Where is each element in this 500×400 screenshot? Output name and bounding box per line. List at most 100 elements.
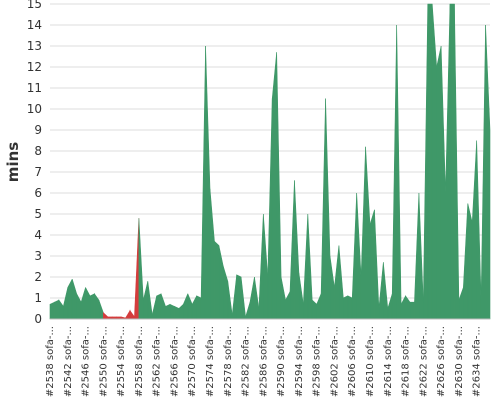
data-point[interactable] bbox=[328, 254, 332, 258]
data-point[interactable] bbox=[279, 275, 283, 279]
data-point[interactable] bbox=[355, 191, 359, 195]
data-point[interactable] bbox=[319, 292, 323, 296]
data-point[interactable] bbox=[226, 279, 230, 283]
data-point[interactable] bbox=[199, 296, 203, 300]
data-point[interactable] bbox=[235, 273, 239, 277]
data-point[interactable] bbox=[301, 302, 305, 306]
data-point[interactable] bbox=[399, 302, 403, 306]
data-point[interactable] bbox=[297, 271, 301, 275]
data-point[interactable] bbox=[97, 298, 101, 302]
data-point[interactable] bbox=[177, 307, 181, 311]
data-point[interactable] bbox=[61, 304, 65, 308]
data-point[interactable] bbox=[444, 191, 448, 195]
data-point[interactable] bbox=[364, 145, 368, 149]
data-point[interactable] bbox=[288, 290, 292, 294]
data-point[interactable] bbox=[315, 302, 319, 306]
data-point[interactable] bbox=[350, 296, 354, 300]
data-point[interactable] bbox=[75, 292, 79, 296]
data-point[interactable] bbox=[204, 44, 208, 48]
data-point[interactable] bbox=[359, 275, 363, 279]
data-point[interactable] bbox=[110, 315, 114, 319]
data-point[interactable] bbox=[164, 304, 168, 308]
data-point[interactable] bbox=[88, 294, 92, 298]
data-point[interactable] bbox=[270, 97, 274, 101]
data-point[interactable] bbox=[70, 277, 74, 281]
data-point[interactable] bbox=[181, 302, 185, 306]
data-point[interactable] bbox=[84, 286, 88, 290]
data-point[interactable] bbox=[452, 2, 456, 6]
data-point[interactable] bbox=[168, 302, 172, 306]
data-point[interactable] bbox=[195, 294, 199, 298]
data-point[interactable] bbox=[115, 315, 119, 319]
data-point[interactable] bbox=[221, 265, 225, 269]
data-point[interactable] bbox=[128, 309, 132, 313]
data-point[interactable] bbox=[159, 292, 163, 296]
data-point[interactable] bbox=[404, 294, 408, 298]
data-point[interactable] bbox=[208, 187, 212, 191]
data-point[interactable] bbox=[488, 128, 492, 132]
data-point[interactable] bbox=[79, 300, 83, 304]
data-point[interactable] bbox=[435, 65, 439, 69]
data-point[interactable] bbox=[217, 244, 221, 248]
data-point[interactable] bbox=[461, 286, 465, 290]
data-point[interactable] bbox=[324, 97, 328, 101]
data-point[interactable] bbox=[332, 286, 336, 290]
data-point[interactable] bbox=[426, 2, 430, 6]
data-point[interactable] bbox=[372, 208, 376, 212]
data-point[interactable] bbox=[439, 44, 443, 48]
data-point[interactable] bbox=[408, 300, 412, 304]
data-point[interactable] bbox=[457, 298, 461, 302]
data-point[interactable] bbox=[412, 300, 416, 304]
data-point[interactable] bbox=[484, 23, 488, 27]
data-point[interactable] bbox=[244, 315, 248, 319]
data-point[interactable] bbox=[381, 260, 385, 264]
data-point[interactable] bbox=[92, 292, 96, 296]
data-point[interactable] bbox=[101, 311, 105, 315]
data-point[interactable] bbox=[66, 286, 70, 290]
data-point[interactable] bbox=[137, 216, 141, 220]
data-point[interactable] bbox=[155, 294, 159, 298]
data-point[interactable] bbox=[390, 292, 394, 296]
data-point[interactable] bbox=[470, 220, 474, 224]
data-point[interactable] bbox=[266, 275, 270, 279]
data-point[interactable] bbox=[448, 2, 452, 6]
data-point[interactable] bbox=[310, 298, 314, 302]
data-point[interactable] bbox=[466, 202, 470, 206]
data-point[interactable] bbox=[421, 300, 425, 304]
data-point[interactable] bbox=[212, 239, 216, 243]
data-point[interactable] bbox=[292, 178, 296, 182]
data-point[interactable] bbox=[337, 244, 341, 248]
data-point[interactable] bbox=[475, 139, 479, 143]
data-point[interactable] bbox=[479, 298, 483, 302]
area-segment-success bbox=[463, 203, 469, 320]
data-point[interactable] bbox=[417, 191, 421, 195]
data-point[interactable] bbox=[172, 304, 176, 308]
data-point[interactable] bbox=[190, 302, 194, 306]
data-point[interactable] bbox=[368, 223, 372, 227]
data-point[interactable] bbox=[252, 275, 256, 279]
data-point[interactable] bbox=[284, 298, 288, 302]
data-point[interactable] bbox=[386, 307, 390, 311]
data-point[interactable] bbox=[248, 300, 252, 304]
data-point[interactable] bbox=[146, 279, 150, 283]
data-point[interactable] bbox=[106, 315, 110, 319]
data-point[interactable] bbox=[261, 212, 265, 216]
data-point[interactable] bbox=[341, 296, 345, 300]
data-point[interactable] bbox=[430, 2, 434, 6]
data-point[interactable] bbox=[48, 302, 52, 306]
data-point[interactable] bbox=[275, 50, 279, 54]
data-point[interactable] bbox=[239, 275, 243, 279]
data-point[interactable] bbox=[257, 307, 261, 311]
data-point[interactable] bbox=[346, 294, 350, 298]
data-point[interactable] bbox=[141, 298, 145, 302]
data-point[interactable] bbox=[132, 315, 136, 319]
data-point[interactable] bbox=[395, 23, 399, 27]
data-point[interactable] bbox=[230, 313, 234, 317]
data-point[interactable] bbox=[57, 298, 61, 302]
data-point[interactable] bbox=[306, 212, 310, 216]
data-point[interactable] bbox=[186, 292, 190, 296]
data-point[interactable] bbox=[119, 315, 123, 319]
data-point[interactable] bbox=[52, 300, 56, 304]
data-point[interactable] bbox=[150, 313, 154, 317]
data-point[interactable] bbox=[377, 307, 381, 311]
